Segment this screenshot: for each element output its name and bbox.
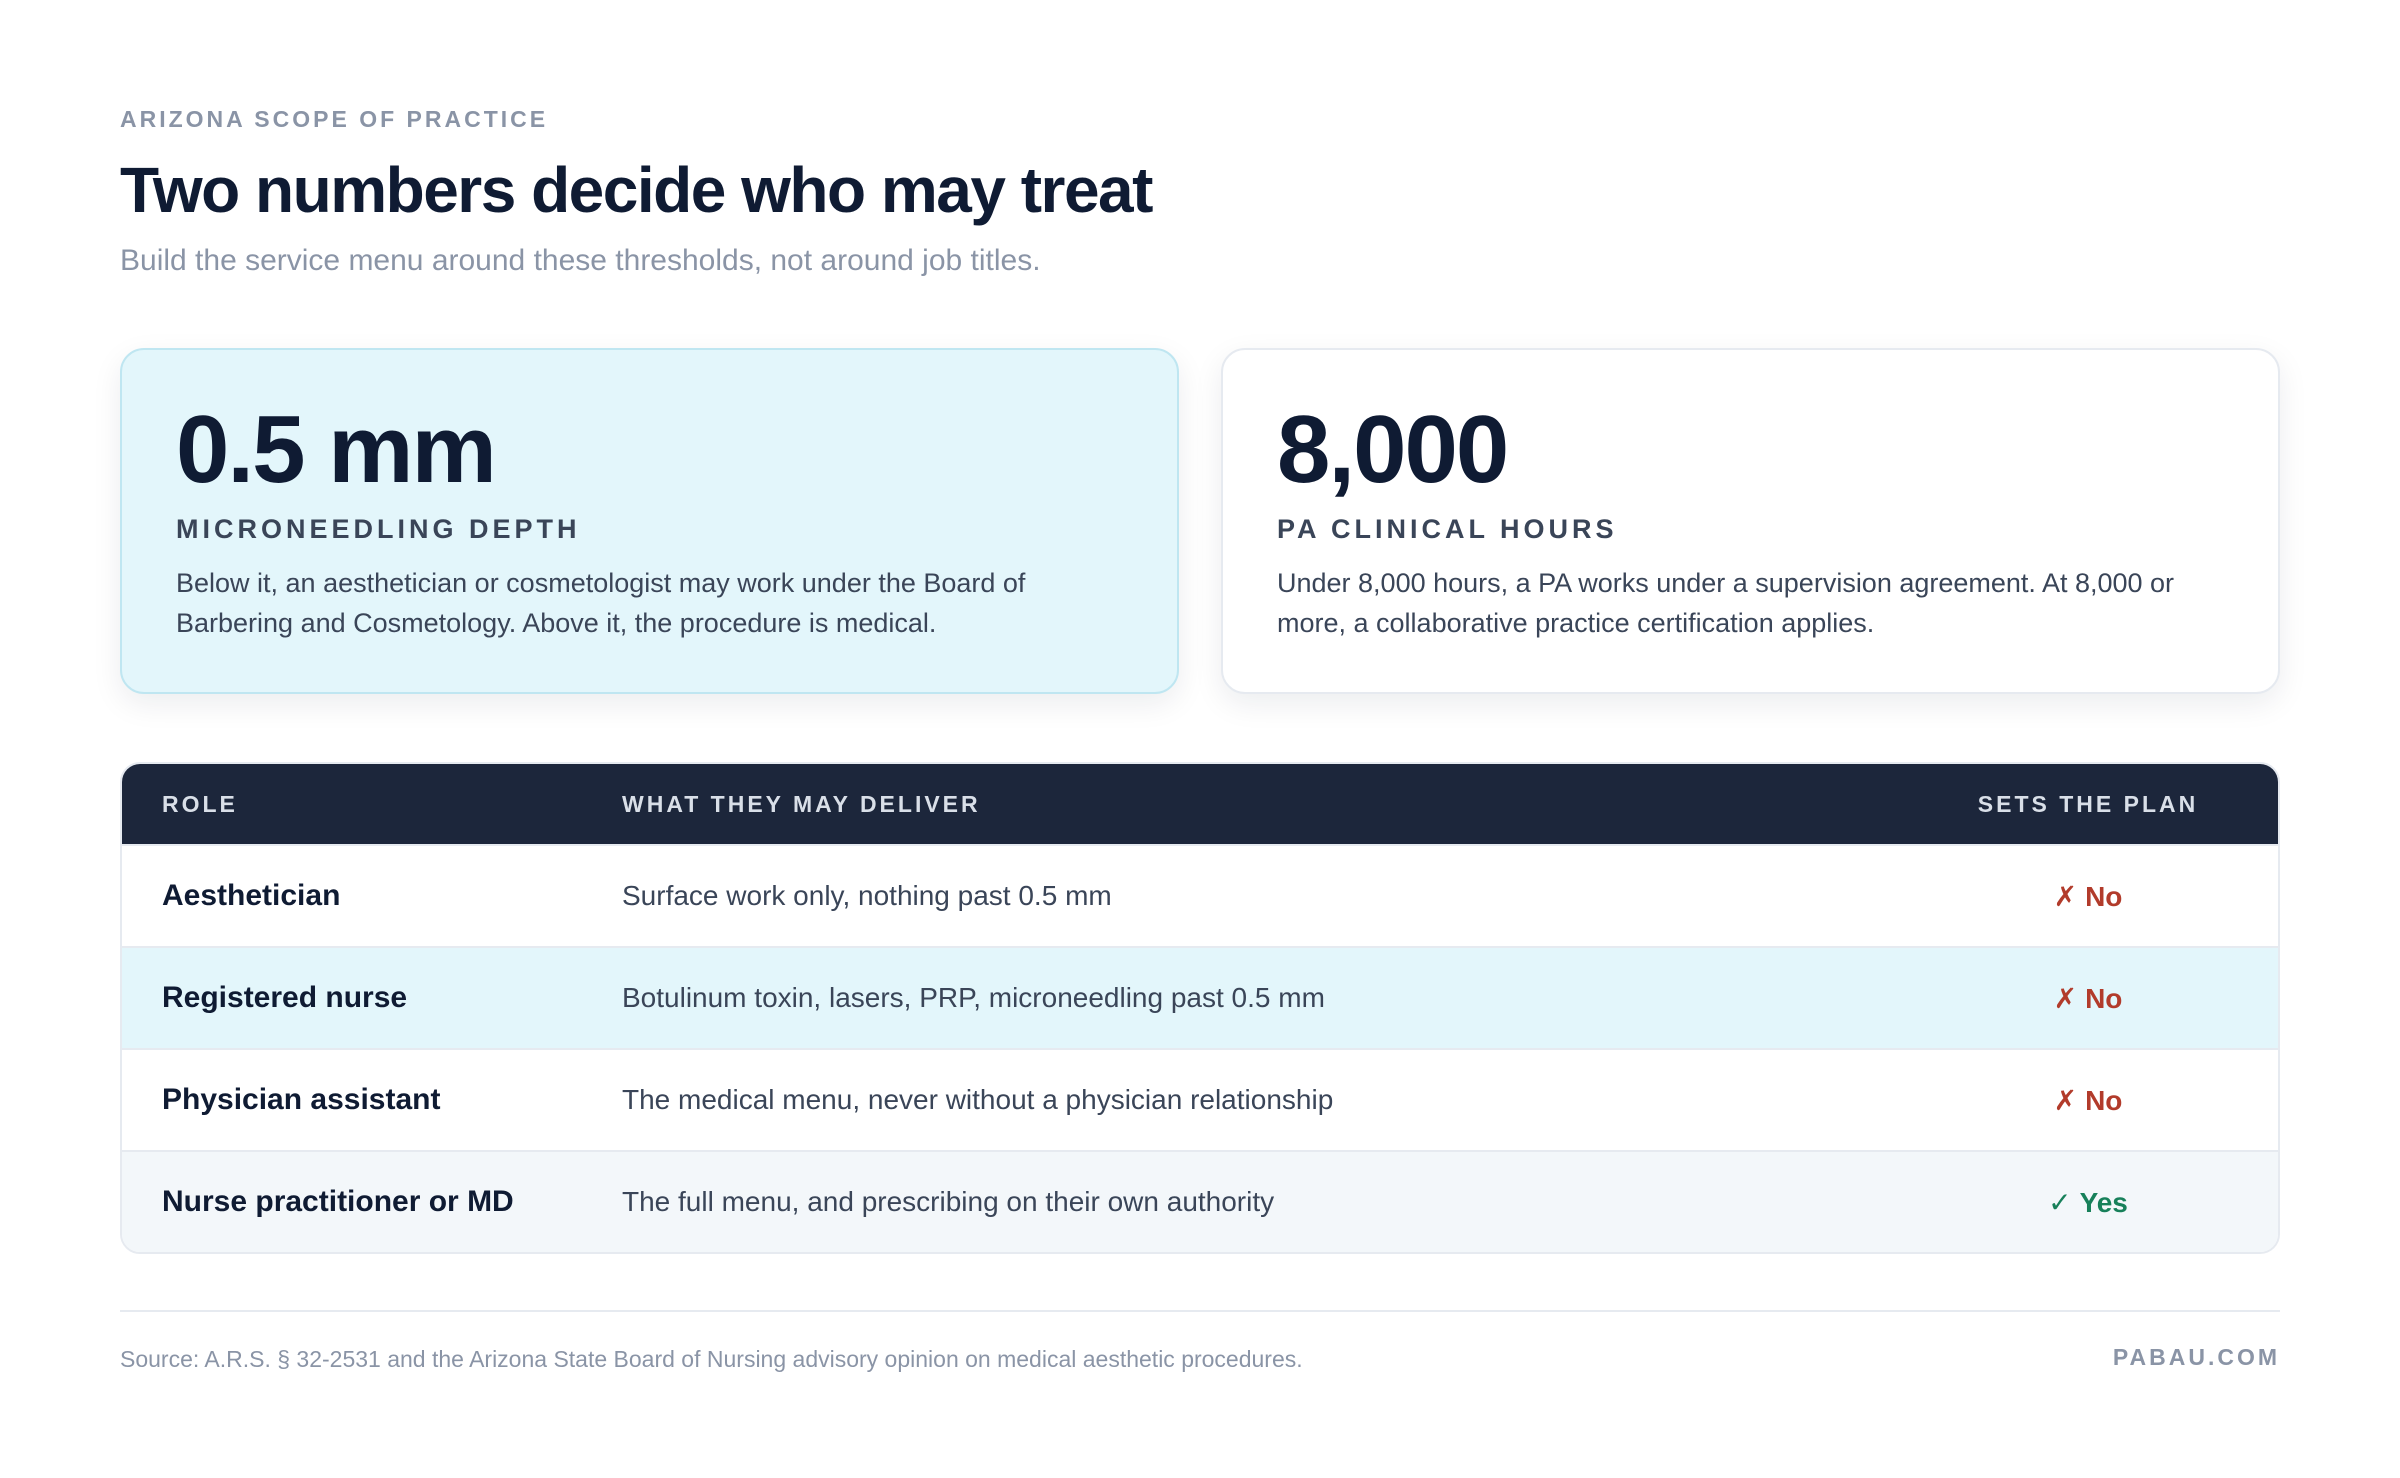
deliver-cell: The medical menu, never without a physic…: [622, 1084, 1334, 1115]
plan-cell: ✗ No: [1898, 880, 2278, 913]
card-description: Below it, an aesthetician or cosmetologi…: [176, 568, 1026, 638]
table-header: ROLE WHAT THEY MAY DELIVER SETS THE PLAN: [122, 764, 2278, 844]
header-deliver: WHAT THEY MAY DELIVER: [622, 790, 981, 817]
threshold-cards: 0.5 mm MICRONEEDLING DEPTH Below it, an …: [120, 348, 2280, 694]
role-cell: Nurse practitioner or MD: [162, 1185, 514, 1218]
roles-table: ROLE WHAT THEY MAY DELIVER SETS THE PLAN…: [120, 762, 2280, 1254]
deliver-cell: Botulinum toxin, lasers, PRP, microneedl…: [622, 982, 1325, 1013]
cross-icon: ✗: [2053, 1084, 2078, 1116]
plan-badge: ✗ No: [2054, 983, 2123, 1014]
card-value: 0.5 mm: [176, 396, 497, 503]
card-microneedling-depth: 0.5 mm MICRONEEDLING DEPTH Below it, an …: [120, 348, 1179, 694]
plan-badge: ✗ No: [2054, 881, 2123, 912]
role-cell: Aesthetician: [162, 879, 341, 912]
card-value: 8,000: [1277, 396, 1509, 503]
table-row: Aesthetician Surface work only, nothing …: [122, 844, 2278, 946]
plan-badge: ✓ Yes: [2048, 1187, 2128, 1218]
plan-badge: ✗ No: [2054, 1085, 2123, 1116]
deliver-cell: Surface work only, nothing past 0.5 mm: [622, 880, 1112, 911]
card-label: PA CLINICAL HOURS: [1277, 514, 1618, 544]
plan-text: No: [2085, 1084, 2123, 1116]
plan-text: Yes: [2079, 1186, 2128, 1218]
card-description: Under 8,000 hours, a PA works under a su…: [1277, 568, 2175, 638]
plan-text: No: [2085, 880, 2123, 912]
plan-cell: ✗ No: [1898, 982, 2278, 1015]
card-label: MICRONEEDLING DEPTH: [176, 514, 581, 544]
header-plan: SETS THE PLAN: [1977, 790, 2199, 817]
role-cell: Registered nurse: [162, 981, 408, 1014]
page-title: Two numbers decide who may treat: [120, 154, 1153, 226]
deliver-cell: The full menu, and prescribing on their …: [622, 1186, 1275, 1217]
table-row: Nurse practitioner or MD The full menu, …: [122, 1150, 2278, 1252]
eyebrow: ARIZONA SCOPE OF PRACTICE: [120, 106, 549, 132]
plan-cell: ✗ No: [1898, 1084, 2278, 1117]
brand-link[interactable]: PABAU.COM: [2112, 1344, 2280, 1370]
plan-cell: ✓ Yes: [1898, 1186, 2278, 1219]
check-icon: ✓: [2048, 1186, 2072, 1218]
footer-divider: [120, 1310, 2280, 1312]
source-note: Source: A.R.S. § 32-2531 and the Arizona…: [120, 1346, 1303, 1372]
table-row: Registered nurse Botulinum toxin, lasers…: [122, 946, 2278, 1048]
header-role: ROLE: [162, 790, 238, 817]
cross-icon: ✗: [2053, 982, 2078, 1014]
role-cell: Physician assistant: [162, 1083, 441, 1116]
table-row: Physician assistant The medical menu, ne…: [122, 1048, 2278, 1150]
plan-text: No: [2085, 982, 2123, 1014]
cross-icon: ✗: [2053, 880, 2078, 912]
page-subtitle: Build the service menu around these thre…: [120, 244, 1041, 277]
card-pa-clinical-hours: 8,000 PA CLINICAL HOURS Under 8,000 hour…: [1221, 348, 2280, 694]
